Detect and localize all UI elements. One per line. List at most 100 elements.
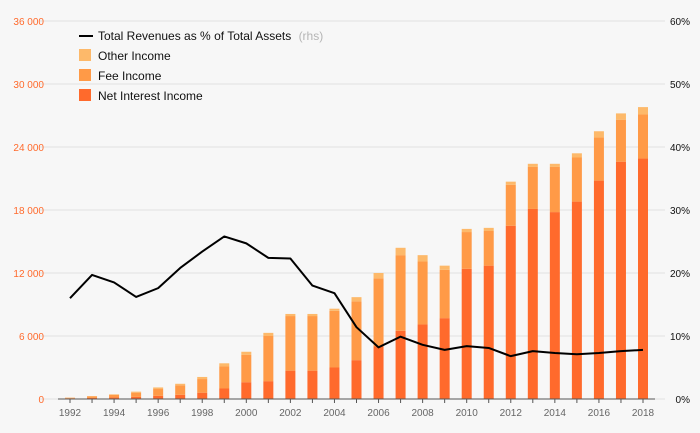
bar-net-interest-income-2000 bbox=[241, 382, 252, 399]
bar-fee-income-2003 bbox=[307, 316, 318, 371]
bar-fee-income-2000 bbox=[241, 354, 252, 383]
bar-fee-income-1995 bbox=[131, 392, 142, 397]
y-right-tick-label: 0% bbox=[676, 395, 691, 406]
y-left-tick-label: 24 000 bbox=[13, 143, 44, 154]
bar-net-interest-income-2002 bbox=[285, 370, 296, 399]
x-tick-label: 2010 bbox=[456, 408, 479, 419]
grid-lines bbox=[40, 20, 665, 400]
bar-net-interest-income-1995 bbox=[131, 396, 142, 399]
y-left-tick-label: 30 000 bbox=[13, 80, 44, 91]
bar-net-interest-income-2014 bbox=[549, 212, 560, 399]
bar-net-interest-income-2004 bbox=[329, 367, 340, 399]
bar-net-interest-income-2005 bbox=[351, 360, 362, 399]
y-right-tick-label: 60% bbox=[670, 17, 690, 28]
legend: Total Revenues as % of Total Assets (rhs… bbox=[79, 29, 323, 103]
bar-fee-income-1993 bbox=[87, 396, 98, 398]
bar-other-income-1995 bbox=[131, 391, 142, 393]
y-right-tick-label: 20% bbox=[670, 269, 690, 280]
bar-fee-income-2002 bbox=[285, 316, 296, 371]
bar-fee-income-1992 bbox=[65, 397, 75, 399]
bar-fee-income-2009 bbox=[439, 269, 450, 319]
bar-other-income-2010 bbox=[461, 228, 472, 233]
x-tick-label: 2018 bbox=[632, 408, 655, 419]
bar-fee-income-2014 bbox=[549, 166, 560, 213]
y-right-tick-label: 50% bbox=[670, 80, 690, 91]
legend-swatch-fee-income bbox=[79, 69, 91, 81]
bar-other-income-2011 bbox=[483, 227, 494, 231]
bar-net-interest-income-1993 bbox=[87, 397, 98, 399]
bar-net-interest-income-2015 bbox=[571, 201, 582, 399]
bar-fee-income-1994 bbox=[109, 394, 120, 398]
bar-other-income-2018 bbox=[638, 107, 648, 115]
bar-other-income-1997 bbox=[175, 383, 186, 386]
x-tick-label: 2002 bbox=[279, 408, 302, 419]
bar-net-interest-income-2013 bbox=[527, 208, 538, 399]
bar-fee-income-2007 bbox=[395, 255, 406, 331]
bar-fee-income-1998 bbox=[197, 379, 208, 393]
bar-fee-income-2016 bbox=[593, 137, 604, 181]
bar-other-income-2004 bbox=[329, 308, 340, 311]
y-right-tick-label: 40% bbox=[670, 143, 690, 154]
ratio-line bbox=[69, 235, 644, 358]
bar-fee-income-1996 bbox=[153, 389, 164, 396]
bar-fee-income-2005 bbox=[351, 301, 362, 361]
y-left-tick-label: 0 bbox=[38, 395, 44, 406]
bar-net-interest-income-2006 bbox=[373, 346, 384, 399]
bar-net-interest-income-2017 bbox=[615, 161, 626, 399]
bar-other-income-2014 bbox=[549, 163, 560, 167]
bar-other-income-2008 bbox=[417, 255, 428, 262]
bar-net-interest-income-2010 bbox=[461, 268, 472, 399]
x-tick-label: 1996 bbox=[147, 408, 170, 419]
y-left-tick-label: 6 000 bbox=[19, 332, 44, 343]
bar-fee-income-2001 bbox=[263, 336, 274, 382]
axes: 0 6 000 12 000 18 000 24 000 30 000 36 000 0% 10… bbox=[13, 17, 690, 419]
ratio-line-layer bbox=[69, 235, 644, 358]
bar-net-interest-income-1996 bbox=[153, 395, 164, 399]
legend-label-fee-income: Fee Income bbox=[98, 69, 162, 83]
bar-other-income-2003 bbox=[307, 313, 318, 317]
bar-other-income-2002 bbox=[285, 313, 296, 317]
legend-swatch-other-income bbox=[79, 49, 91, 61]
x-tick-label: 2012 bbox=[500, 408, 523, 419]
bar-other-income-2001 bbox=[263, 332, 274, 336]
bar-net-interest-income-2008 bbox=[417, 324, 428, 399]
bar-fee-income-2008 bbox=[417, 261, 428, 325]
bar-net-interest-income-2011 bbox=[483, 265, 494, 399]
bar-fee-income-2004 bbox=[329, 310, 340, 368]
y-right-tick-label: 10% bbox=[670, 332, 690, 343]
legend-swatch-net-interest-income bbox=[79, 89, 91, 101]
y-left-tick-label: 12 000 bbox=[13, 269, 44, 280]
bar-net-interest-income-1997 bbox=[175, 394, 186, 399]
bar-net-interest-income-2016 bbox=[593, 180, 604, 399]
legend-label-net-interest-income: Net Interest Income bbox=[98, 89, 203, 103]
bar-fee-income-2018 bbox=[638, 114, 648, 159]
bar-other-income-2017 bbox=[615, 113, 626, 120]
bar-fee-income-2012 bbox=[505, 184, 516, 226]
bar-fee-income-1997 bbox=[175, 385, 186, 395]
legend-label-other-income: Other Income bbox=[98, 49, 171, 63]
bar-other-income-2006 bbox=[373, 273, 384, 279]
x-tick-label: 2016 bbox=[588, 408, 611, 419]
bar-net-interest-income-2001 bbox=[263, 381, 274, 399]
bar-net-interest-income-1999 bbox=[219, 388, 230, 399]
x-tick-label: 2000 bbox=[235, 408, 258, 419]
x-tick-label: 2006 bbox=[367, 408, 390, 419]
bar-other-income-2007 bbox=[395, 247, 406, 256]
bar-net-interest-income-2003 bbox=[307, 370, 318, 399]
bar-fee-income-2011 bbox=[483, 231, 494, 266]
bar-net-interest-income-1998 bbox=[197, 392, 208, 399]
bar-fee-income-2015 bbox=[571, 157, 582, 202]
y-left-tick-label: 18 000 bbox=[13, 206, 44, 217]
bar-fee-income-2017 bbox=[615, 119, 626, 162]
bar-net-interest-income-2018 bbox=[638, 158, 648, 399]
bar-other-income-1996 bbox=[153, 387, 164, 390]
bar-fee-income-1999 bbox=[219, 366, 230, 389]
x-tick-label: 2014 bbox=[544, 408, 567, 419]
x-tick-label: 1992 bbox=[59, 408, 82, 419]
bar-other-income-1999 bbox=[219, 363, 230, 367]
bar-net-interest-income-2012 bbox=[505, 225, 516, 399]
x-tick-label: 2008 bbox=[411, 408, 434, 419]
bar-net-interest-income-2007 bbox=[395, 330, 406, 399]
y-left-tick-label: 36 000 bbox=[13, 17, 44, 28]
